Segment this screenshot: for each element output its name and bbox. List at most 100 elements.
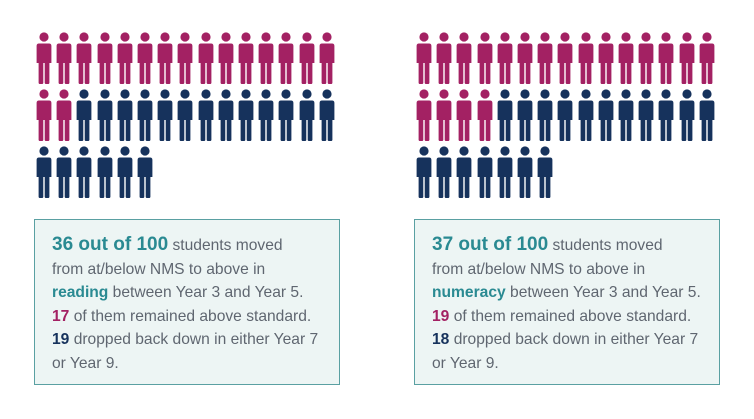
person-icon: [454, 89, 474, 141]
summary-text: students moved: [168, 237, 283, 254]
person-icon: [297, 32, 317, 84]
person-icon: [555, 89, 575, 141]
person-icon: [515, 32, 535, 84]
total-moved-count: 37 out of 100: [432, 234, 549, 255]
person-icon: [95, 89, 115, 141]
person-icon: [576, 32, 596, 84]
person-icon: [115, 32, 135, 84]
person-icon: [196, 32, 216, 84]
person-icon: [297, 89, 317, 141]
person-icon: [175, 32, 195, 84]
person-icon: [697, 32, 717, 84]
person-icon: [256, 32, 276, 84]
person-icon: [155, 32, 175, 84]
person-icon: [95, 146, 115, 198]
person-icon: [236, 32, 256, 84]
dropped-count: 18: [432, 331, 450, 348]
numeracy-summary-box: 37 out of 100 students moved from at/bel…: [414, 219, 720, 385]
person-icon: [656, 89, 676, 141]
person-icon: [216, 32, 236, 84]
person-icon: [656, 32, 676, 84]
person-icon: [434, 146, 454, 198]
person-icon: [434, 32, 454, 84]
person-icon: [95, 32, 115, 84]
person-icon: [495, 32, 515, 84]
person-icon: [636, 89, 656, 141]
person-icon: [34, 146, 54, 198]
person-icon: [115, 89, 135, 141]
person-icon: [414, 146, 434, 198]
person-icon: [135, 89, 155, 141]
person-icon: [34, 89, 54, 141]
summary-line-2: from at/below NMS to above in: [52, 260, 266, 278]
summary-text: dropped back down in either Year 7: [449, 331, 699, 348]
person-icon: [576, 89, 596, 141]
summary-line-2: from at/below NMS to above in: [432, 260, 646, 278]
subject-name: reading: [52, 284, 109, 301]
person-icon: [475, 146, 495, 198]
summary-text: between Year 3 and Year 5.: [108, 284, 304, 301]
summary-line-6: or Year 9.: [52, 354, 119, 372]
person-icon: [54, 32, 74, 84]
person-icon: [616, 32, 636, 84]
summary-text: between Year 3 and Year 5.: [505, 284, 701, 301]
person-icon: [74, 89, 94, 141]
person-icon: [256, 89, 276, 141]
subject-name: numeracy: [432, 284, 506, 301]
person-icon: [276, 32, 296, 84]
summary-line-3: reading between Year 3 and Year 5.: [52, 281, 323, 305]
person-icon: [135, 32, 155, 84]
person-icon: [175, 89, 195, 141]
person-icon: [34, 32, 54, 84]
person-icon: [196, 89, 216, 141]
person-icon: [414, 32, 434, 84]
person-icon: [555, 32, 575, 84]
summary-line-3: numeracy between Year 3 and Year 5.: [432, 281, 703, 305]
person-icon: [454, 146, 474, 198]
summary-line-4: 19 of them remained above standard.: [432, 305, 703, 329]
person-icon: [596, 89, 616, 141]
person-icon: [515, 89, 535, 141]
people-pictogram: [414, 32, 734, 202]
person-icon: [535, 32, 555, 84]
person-icon: [74, 32, 94, 84]
person-icon: [414, 89, 434, 141]
remained-count: 19: [432, 307, 450, 325]
person-icon: [515, 146, 535, 198]
person-icon: [616, 89, 636, 141]
summary-line-1: 36 out of 100 students moved: [52, 233, 323, 258]
person-icon: [677, 89, 697, 141]
person-icon: [636, 32, 656, 84]
reading-panel: 36 out of 100 students moved from at/bel…: [34, 0, 354, 419]
person-icon: [135, 146, 155, 198]
summary-text: of them remained above standard.: [449, 307, 692, 325]
summary-line-4: 17 of them remained above standard.: [52, 305, 323, 329]
summary-text: dropped back down in either Year 7: [69, 331, 319, 348]
summary-text: of them remained above standard.: [69, 307, 312, 325]
summary-line-6: or Year 9.: [432, 354, 499, 372]
person-icon: [535, 89, 555, 141]
remained-count: 17: [52, 307, 70, 325]
person-icon: [236, 89, 256, 141]
total-moved-count: 36 out of 100: [52, 234, 169, 255]
person-icon: [115, 146, 135, 198]
person-icon: [74, 146, 94, 198]
summary-text: students moved: [548, 237, 663, 254]
people-pictogram: [34, 32, 354, 202]
person-icon: [434, 89, 454, 141]
person-icon: [317, 32, 337, 84]
summary-line-1: 37 out of 100 students moved: [432, 233, 703, 258]
summary-line-5: 18 dropped back down in either Year 7: [432, 328, 703, 352]
person-icon: [677, 32, 697, 84]
numeracy-panel: 37 out of 100 students moved from at/bel…: [414, 0, 734, 419]
person-icon: [475, 89, 495, 141]
person-icon: [54, 146, 74, 198]
person-icon: [596, 32, 616, 84]
summary-line-5: 19 dropped back down in either Year 7: [52, 328, 323, 352]
person-icon: [155, 89, 175, 141]
person-icon: [54, 89, 74, 141]
person-icon: [475, 32, 495, 84]
dropped-count: 19: [52, 331, 70, 348]
person-icon: [216, 89, 236, 141]
person-icon: [454, 32, 474, 84]
